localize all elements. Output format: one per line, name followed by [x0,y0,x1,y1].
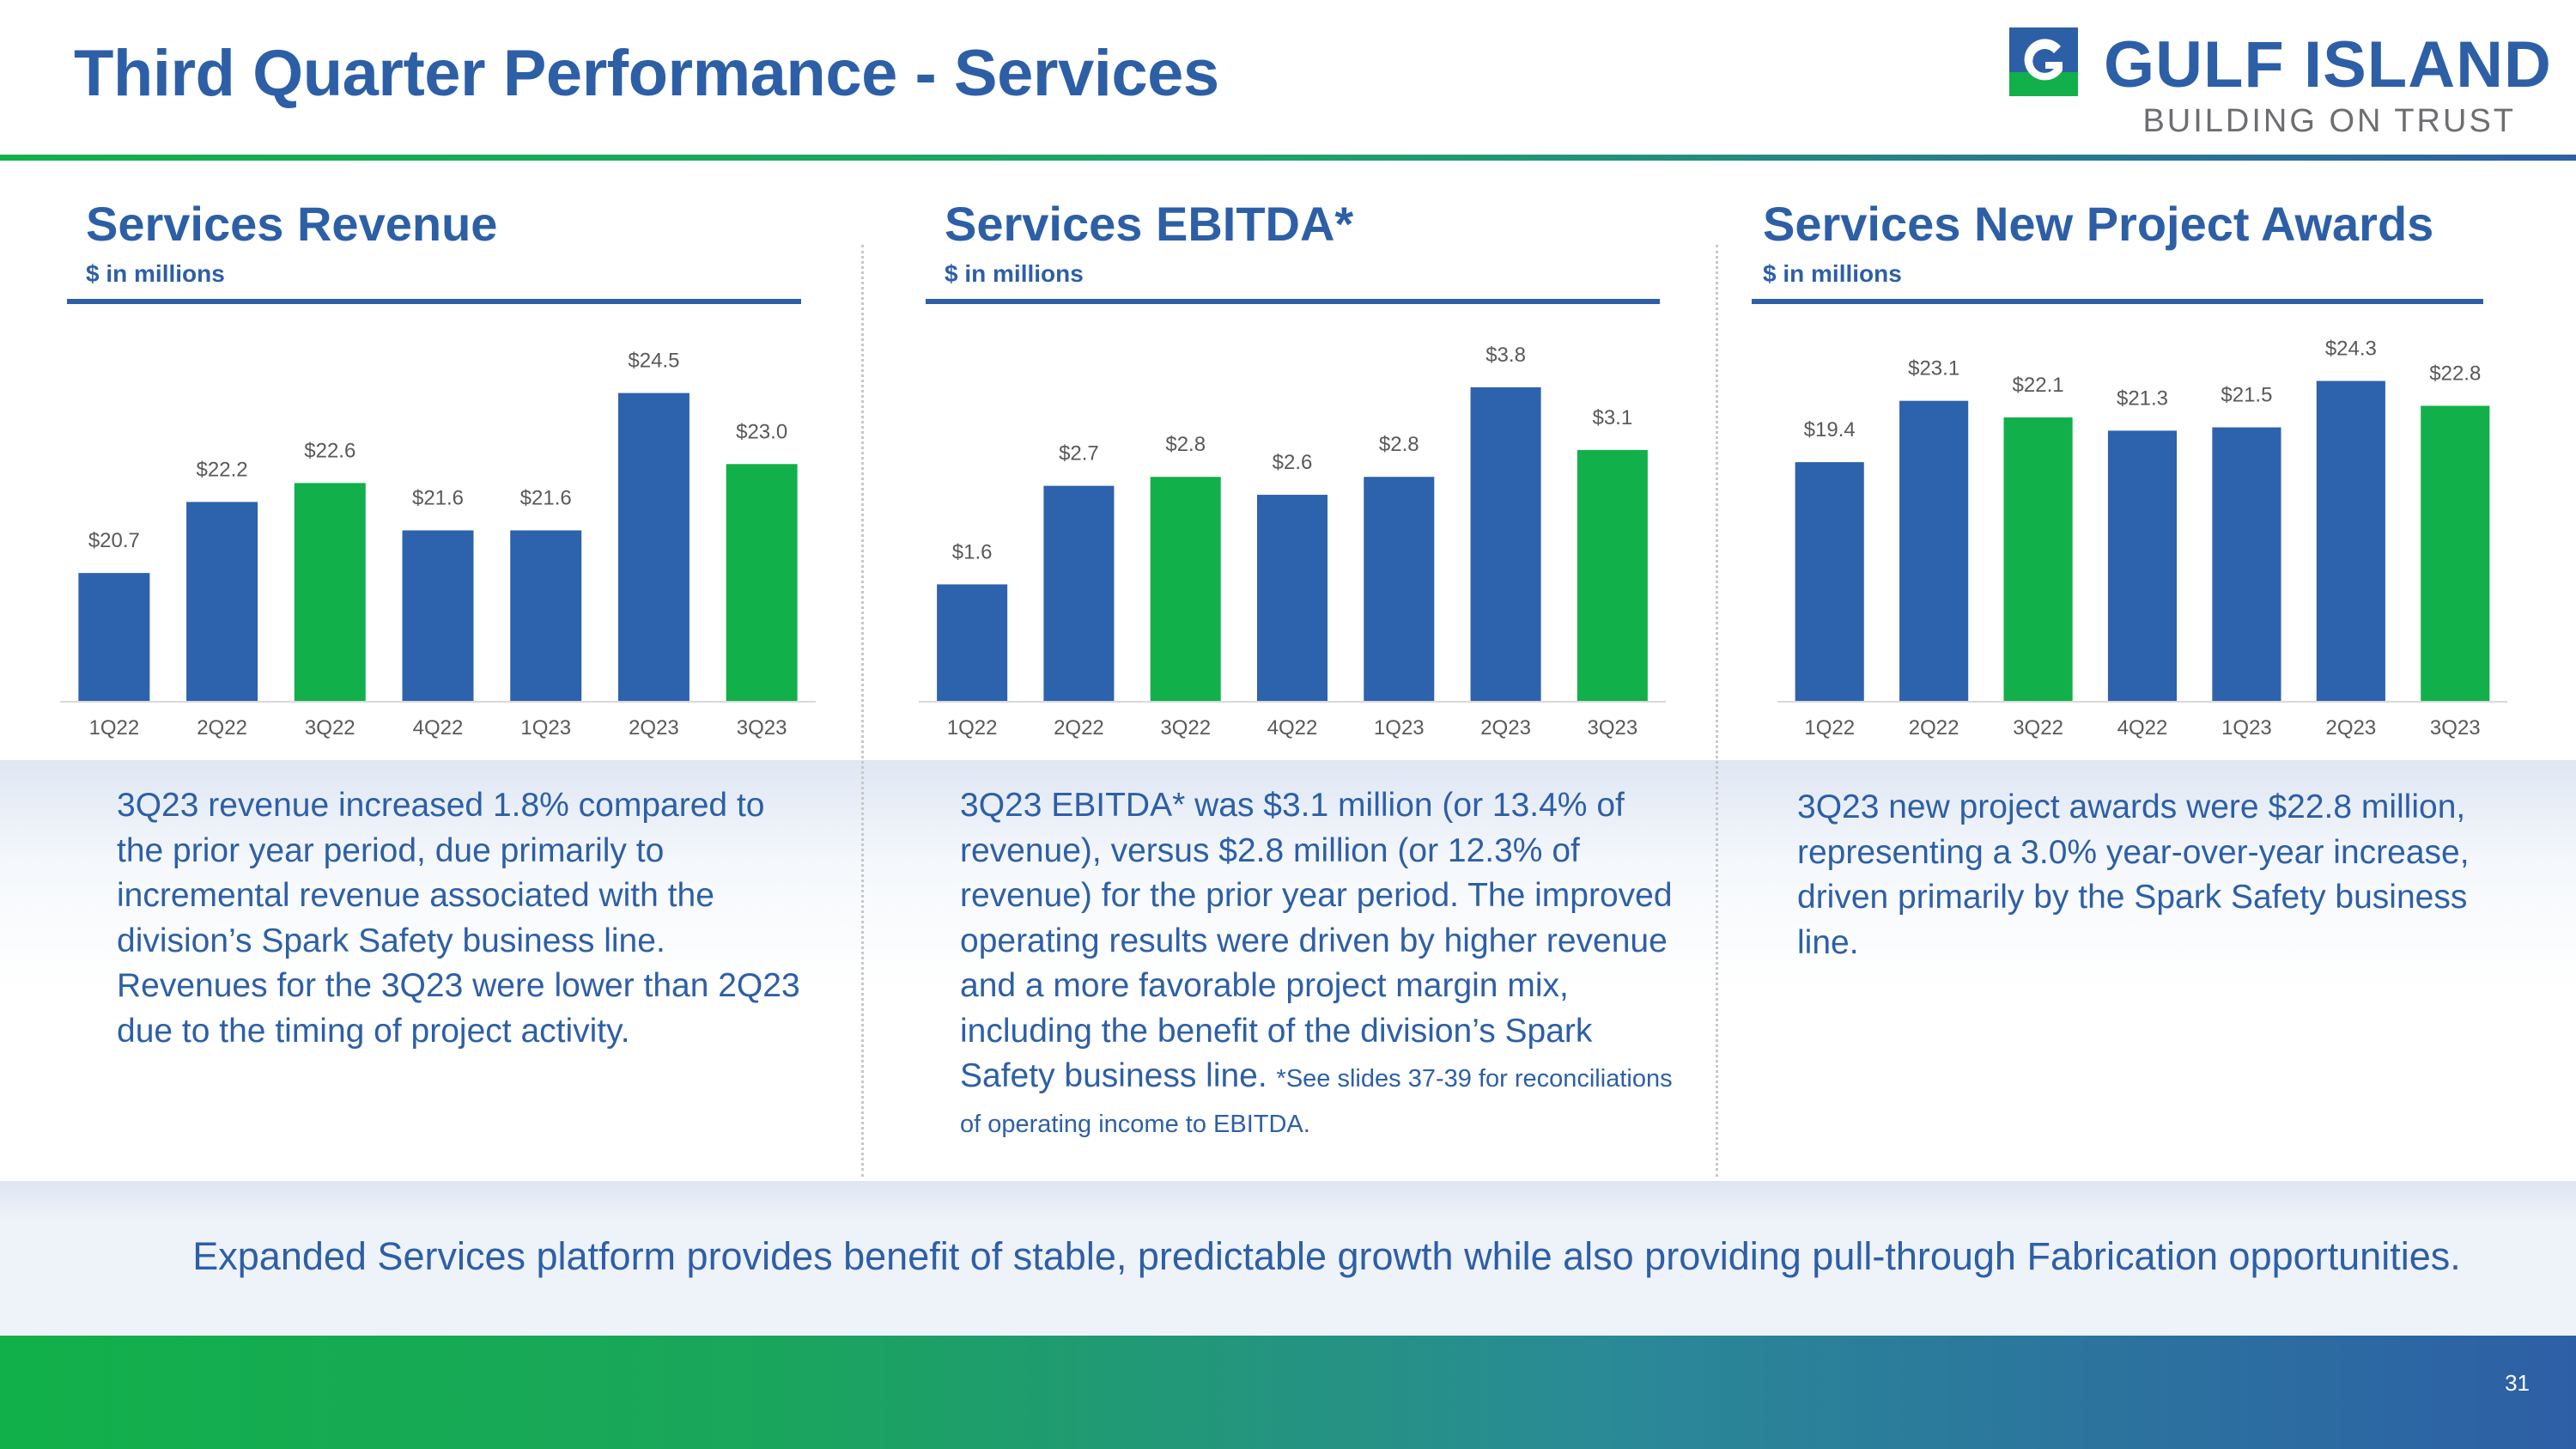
tick-label-3q23: 3Q23 [2430,716,2481,740]
bar-3q23 [726,464,798,701]
panel-divider [861,245,864,1177]
bar-3q22 [2003,417,2073,701]
tick-label-1q23: 1Q23 [1374,716,1425,740]
bottom-bar: 31 [0,1336,2576,1449]
tick-label-3q22: 3Q22 [2013,716,2063,740]
tick-label-4q22: 4Q22 [413,716,464,740]
bar-1q23 [510,530,582,701]
ebitda-commentary: 3Q23 EBITDA* was $3.1 million (or 13.4% … [960,783,1673,1144]
awards-panel-subtitle: $ in millions [1763,260,1902,287]
awards-commentary: 3Q23 new project awards were $22.8 milli… [1797,785,2493,965]
footer-statement: Expanded Services platform provides bene… [192,1234,2461,1278]
data-label-1q22: $20.7 [88,529,140,552]
data-label-4q22: $21.6 [412,486,464,509]
commentary-band [0,760,2576,1181]
awards-panel-title: Services New Project Awards [1763,197,2434,251]
ebitda-commentary-text: 3Q23 EBITDA* was $3.1 million (or 13.4% … [960,787,1673,1094]
services-revenue-chart: $20.7 1Q22 $22.2 2Q22 $22.6 3Q22 $21.6 4Q22 $21.… [60,350,816,740]
ebitda-panel-title: Services EBITDA* [945,197,1354,251]
data-label-1q23: $2.8 [1379,433,1419,456]
tick-label-2q22: 2Q22 [1909,716,1959,740]
tick-label-3q22: 3Q22 [305,716,355,740]
revenue-panel-subtitle: $ in millions [86,260,225,287]
data-label-3q22: $22.1 [2013,374,2064,397]
page-number: 31 [2505,1370,2530,1396]
data-label-3q23: $23.0 [736,420,787,443]
gulf-island-logo-icon [2009,27,2078,96]
services-new-project-awards-chart: $19.4 1Q22 $23.1 2Q22 $22.1 3Q22 $21.3 4Q22 $21.… [1777,338,2507,740]
data-label-2q23: $24.5 [628,350,679,373]
data-label-3q22: $2.8 [1165,433,1206,456]
panel-divider [1716,245,1718,1177]
tick-label-4q22: 4Q22 [1267,716,1318,740]
tick-label-1q23: 1Q23 [520,716,571,740]
bar-1q22 [78,573,150,701]
logo-tagline: BUILDING ON TRUST [2142,103,2516,139]
header-rule [0,155,2576,161]
bar-4q22 [2107,430,2178,701]
awards-commentary-text: 3Q23 new project awards were $22.8 milli… [1797,788,2470,961]
bar-2q22 [1899,400,1969,701]
bar-2q22 [1043,485,1115,701]
tick-label-1q22: 1Q22 [947,716,998,740]
data-label-2q22: $23.1 [1908,357,1959,381]
bar-1q22 [937,584,1008,701]
services-ebitda-chart: $1.6 1Q22 $2.7 2Q22 $2.8 3Q22 $2.6 4Q22 $2.8 1Q23… [919,344,1666,740]
bar-1q23 [1364,477,1435,701]
tick-label-1q23: 1Q23 [2221,716,2272,740]
tick-label-1q22: 1Q22 [88,716,139,740]
data-label-3q23: $3.1 [1592,406,1632,429]
ebitda-panel-rule [926,299,1660,304]
data-label-2q23: $3.8 [1485,344,1526,367]
ebitda-panel-subtitle: $ in millions [945,260,1084,287]
data-label-1q23: $21.5 [2221,384,2272,407]
data-label-1q22: $1.6 [952,540,993,563]
tick-label-3q23: 3Q23 [737,716,787,740]
data-label-2q23: $24.3 [2325,338,2377,361]
tick-label-3q22: 3Q22 [1160,716,1211,740]
bar-1q23 [2212,427,2281,701]
footer-band [0,1181,2576,1336]
bar-4q22 [402,530,474,701]
tick-label-4q22: 4Q22 [2117,716,2168,740]
company-logo: GULF ISLAND BUILDING ON TRUST [2009,27,2551,139]
revenue-commentary: 3Q23 revenue increased 1.8% compared to … [117,783,804,1054]
bar-3q23 [2421,405,2490,701]
ebitda-footnote: *See slides 37-39 for reconciliations of… [960,1065,1673,1138]
bar-3q22 [1150,477,1221,701]
data-label-3q23: $22.8 [2429,362,2481,385]
tick-label-3q23: 3Q23 [1587,716,1637,740]
slide-title: Third Quarter Performance - Services [74,37,1219,110]
bar-2q23 [617,393,690,701]
data-label-3q22: $22.6 [304,439,355,462]
revenue-commentary-text: 3Q23 revenue increased 1.8% compared to … [117,787,800,1050]
bar-3q22 [294,483,366,701]
awards-panel-rule [1752,299,2483,304]
tick-label-2q22: 2Q22 [1054,716,1104,740]
data-label-4q22: $2.6 [1273,451,1313,474]
tick-label-2q23: 2Q23 [2325,716,2376,740]
bar-4q22 [1256,495,1328,701]
bar-3q23 [1577,449,1648,701]
bar-1q22 [1795,462,1864,701]
revenue-panel-title: Services Revenue [86,197,498,251]
data-label-1q23: $21.6 [520,486,572,509]
logo-name: GULF ISLAND [2104,28,2552,101]
bar-2q23 [2316,381,2385,701]
revenue-panel-rule [67,299,801,304]
data-label-2q22: $2.7 [1059,442,1099,466]
bar-2q22 [186,502,258,701]
data-label-2q22: $22.2 [197,458,248,481]
tick-label-2q23: 2Q23 [629,716,679,740]
data-label-1q22: $19.4 [1804,418,1856,441]
tick-label-1q22: 1Q22 [1804,716,1855,740]
bar-2q23 [1470,387,1541,701]
tick-label-2q22: 2Q22 [197,716,247,740]
data-label-4q22: $21.3 [2117,387,2168,410]
tick-label-2q23: 2Q23 [1480,716,1531,740]
